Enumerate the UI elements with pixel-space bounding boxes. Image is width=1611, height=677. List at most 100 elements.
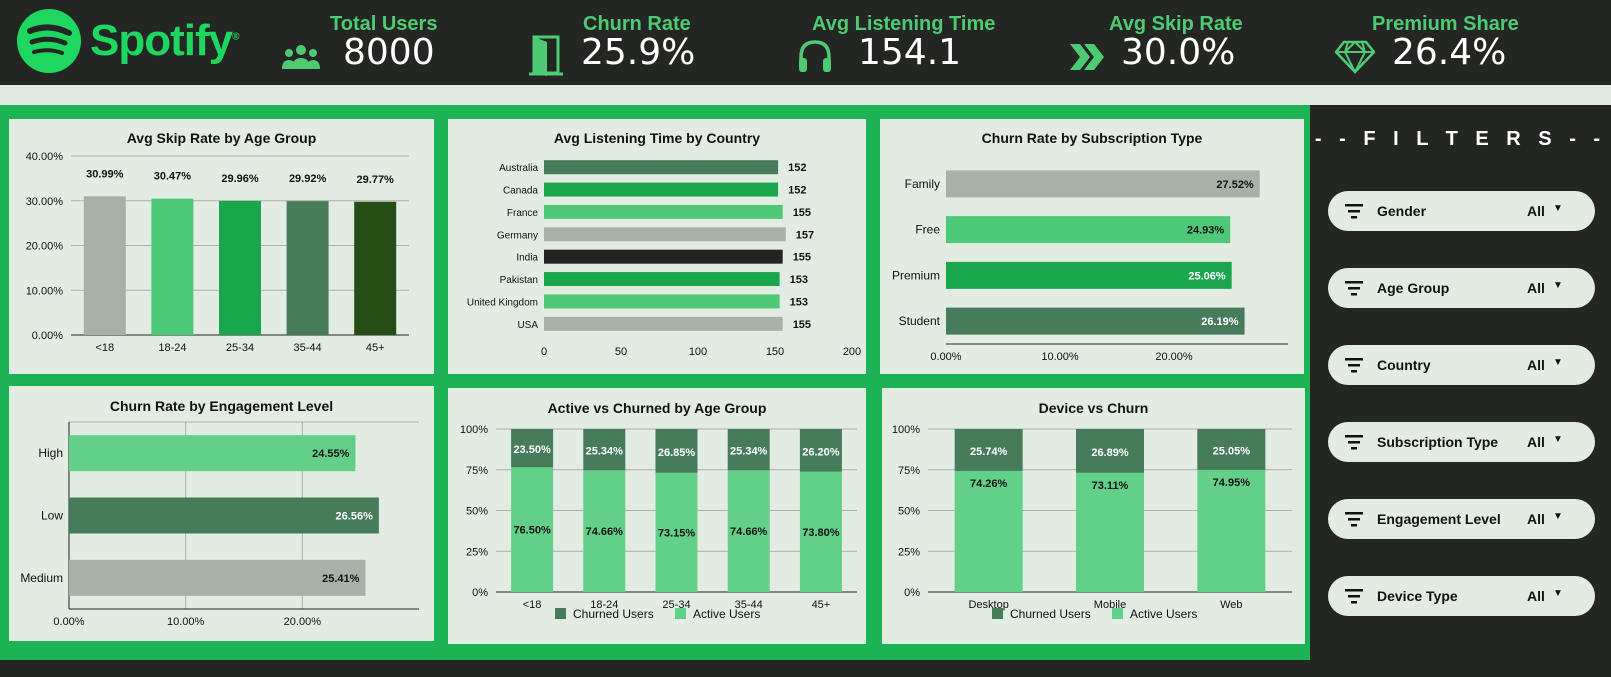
x-tick-label: 150: [766, 346, 784, 358]
chevron-down-icon[interactable]: ▼: [1553, 280, 1563, 291]
data-label-active: 76.50%: [513, 525, 551, 537]
chevron-down-icon[interactable]: ▼: [1553, 588, 1563, 599]
data-label-churned: 26.85%: [658, 447, 696, 459]
data-label-churned: 23.50%: [513, 444, 551, 456]
data-label: 153: [790, 274, 808, 286]
x-tick-label: 25-34: [226, 342, 254, 354]
bar-churned: [1076, 429, 1144, 473]
data-label: 155: [793, 252, 811, 264]
users-icon: [282, 45, 320, 69]
data-label-active: 73.15%: [658, 527, 696, 539]
filter-country[interactable]: Country All ▼: [1328, 345, 1595, 385]
chevron-down-icon[interactable]: ▼: [1553, 357, 1563, 368]
chevron-down-icon[interactable]: ▼: [1553, 203, 1563, 214]
bar-churned: [511, 429, 554, 468]
filter-icon: [1345, 512, 1363, 527]
x-tick-label: 0.00%: [53, 616, 84, 628]
legend-swatch-churned: [992, 608, 1003, 619]
filter-value[interactable]: All: [1527, 280, 1545, 296]
chevron-down-icon[interactable]: ▼: [1553, 434, 1563, 445]
data-label: 155: [793, 207, 811, 219]
chart-title: Churn Rate by Engagement Level: [109, 398, 334, 414]
filter-subscription-type[interactable]: Subscription Type All ▼: [1328, 422, 1595, 462]
data-label-active: 74.95%: [1213, 477, 1251, 489]
x-tick-label: 10.00%: [167, 616, 205, 628]
y-tick-label: Australia: [499, 163, 538, 174]
x-tick-label: 35-44: [735, 599, 763, 611]
chart-skip-rate-by-age: Avg Skip Rate by Age Group 0.00% 10.00% 20…: [9, 119, 434, 374]
kpi-listening-value: 154.1: [858, 32, 962, 73]
bar-active: [583, 470, 626, 592]
filter-label: Country: [1377, 357, 1431, 373]
bar-churned: [583, 429, 626, 471]
bar-active: [954, 470, 1023, 592]
brand-name: Spotify®: [90, 16, 240, 65]
data-label-churned: 25.05%: [1213, 445, 1251, 457]
data-label-active: 74.66%: [586, 526, 624, 538]
bar: [544, 227, 786, 242]
chart-title: Avg Listening Time by Country: [553, 130, 761, 146]
y-tick-label: 20.00%: [26, 241, 64, 253]
filter-icon: [1345, 589, 1363, 604]
legend-label-churned: Churned Users: [1010, 607, 1091, 621]
bar: [69, 435, 356, 472]
filter-value[interactable]: All: [1527, 511, 1545, 527]
data-label-active: 74.26%: [970, 478, 1008, 490]
kpi-total-users-value: 8000: [343, 32, 435, 73]
bar: [69, 497, 379, 534]
bar-active: [511, 467, 554, 592]
y-tick-label: 25%: [898, 546, 920, 558]
filter-icon: [1345, 358, 1363, 373]
data-label: 30.99%: [86, 168, 124, 180]
filter-value[interactable]: All: [1527, 434, 1545, 450]
bar-churned: [655, 429, 698, 473]
y-tick-label: 25%: [466, 546, 488, 558]
chart-churn-by-subscription: Churn Rate by Subscription Type Family 27…: [880, 119, 1304, 374]
bar: [219, 200, 261, 335]
bar-active: [799, 471, 842, 592]
door-exit-icon: [529, 35, 563, 76]
data-label-active: 73.11%: [1092, 480, 1129, 492]
y-tick-label: Medium: [20, 571, 63, 585]
y-tick-label: United Kingdom: [467, 297, 538, 308]
data-label: 24.93%: [1187, 225, 1225, 237]
y-tick-label: Low: [41, 509, 63, 523]
bar: [151, 198, 194, 335]
filter-value[interactable]: All: [1527, 203, 1545, 219]
bar-active: [655, 472, 698, 592]
legend-label-active: Active Users: [693, 607, 760, 621]
filter-gender[interactable]: Gender All ▼: [1328, 191, 1595, 231]
kpi-skip-rate-value: 30.0%: [1121, 32, 1236, 73]
filter-device-type[interactable]: Device Type All ▼: [1328, 576, 1595, 616]
bar: [946, 307, 1245, 335]
data-label: 29.96%: [221, 173, 259, 185]
filter-value[interactable]: All: [1527, 357, 1545, 373]
y-tick-label: Student: [899, 314, 941, 328]
y-tick-label: India: [516, 253, 538, 264]
y-tick-label: 50%: [898, 506, 920, 518]
filter-age-group[interactable]: Age Group All ▼: [1328, 268, 1595, 308]
bar: [544, 316, 783, 331]
chart-churn-by-engagement: Churn Rate by Engagement Level High 24.55…: [9, 386, 434, 641]
filter-icon: [1345, 204, 1363, 219]
legend-swatch-active: [1112, 608, 1123, 619]
chevron-down-icon[interactable]: ▼: [1553, 511, 1563, 522]
legend-label-active: Active Users: [1130, 607, 1197, 621]
headphones-icon: [799, 40, 831, 72]
kpi-total-users-title: Total Users: [330, 13, 438, 35]
y-tick-label: Premium: [892, 268, 940, 282]
chevrons-right-icon: [1070, 44, 1104, 70]
y-tick-label: 0%: [472, 587, 488, 599]
filter-label: Age Group: [1377, 280, 1450, 296]
bar-active: [1076, 472, 1144, 592]
data-label-churned: 25.74%: [970, 446, 1008, 458]
data-label-churned: 26.20%: [802, 446, 840, 458]
filter-label: Device Type: [1377, 588, 1458, 604]
y-tick-label: 10.00%: [26, 285, 64, 297]
filter-engagement-level[interactable]: Engagement Level All ▼: [1328, 499, 1595, 539]
data-label: 153: [790, 296, 808, 308]
bar: [69, 559, 366, 596]
filter-value[interactable]: All: [1527, 588, 1545, 604]
y-tick-label: 30.00%: [26, 196, 64, 208]
filter-label: Gender: [1377, 203, 1427, 219]
